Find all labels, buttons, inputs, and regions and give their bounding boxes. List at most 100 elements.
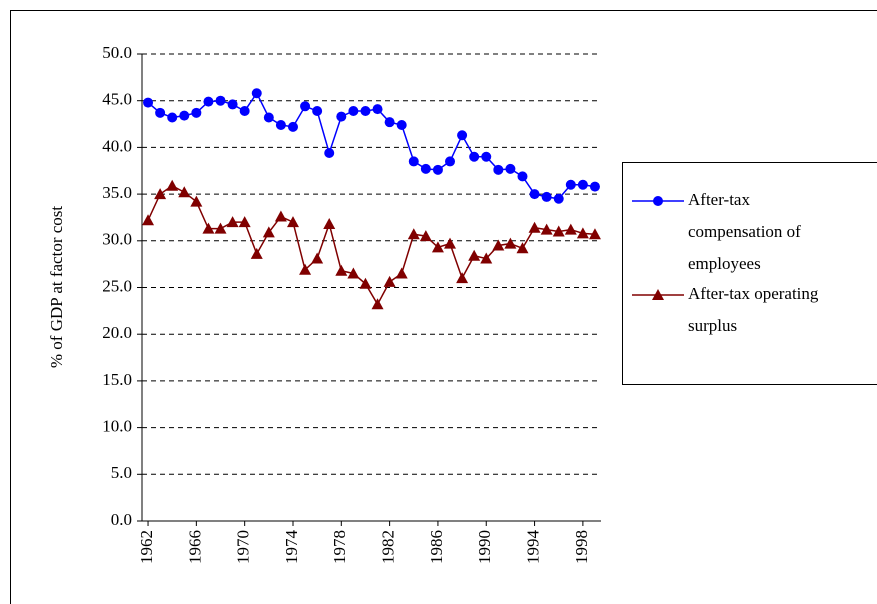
x-tick-label: 1962: [137, 530, 156, 564]
data-point: [407, 228, 420, 240]
data-point: [445, 156, 456, 167]
data-point: [540, 223, 553, 235]
legend-line-text: surplus: [688, 316, 737, 335]
data-point: [431, 241, 444, 253]
data-point: [528, 221, 541, 233]
data-point: [215, 95, 226, 106]
x-tick-label: 1974: [282, 530, 301, 565]
y-axis-label: % of GDP at factor cost: [47, 206, 66, 369]
data-point: [371, 298, 384, 310]
data-point: [250, 247, 263, 259]
data-point: [457, 130, 468, 141]
data-point: [493, 164, 504, 175]
data-point: [167, 112, 178, 123]
x-tick-label: 1994: [523, 530, 542, 565]
data-point: [312, 105, 323, 116]
data-point: [589, 181, 600, 192]
y-tick-label: 30.0: [102, 230, 132, 249]
x-tick-label: 1970: [234, 530, 253, 564]
data-point: [468, 249, 481, 261]
data-point: [444, 237, 457, 249]
legend-marker: [653, 196, 663, 206]
x-tick-label: 1978: [330, 530, 349, 564]
y-tick-label: 10.0: [102, 417, 132, 436]
data-point: [516, 242, 529, 254]
data-point: [324, 148, 335, 159]
data-point: [154, 188, 167, 200]
data-point: [359, 277, 372, 289]
data-point: [564, 223, 577, 235]
data-point: [529, 189, 540, 200]
data-point: [469, 151, 480, 162]
series-line: [147, 184, 596, 306]
data-point: [541, 191, 552, 202]
y-tick-label: 45.0: [102, 90, 132, 109]
data-point: [238, 216, 251, 228]
data-point: [347, 267, 360, 279]
data-point: [226, 216, 239, 228]
y-tick-label: 35.0: [102, 183, 132, 202]
data-point: [191, 107, 202, 118]
y-tick-label: 40.0: [102, 136, 132, 155]
data-point: [383, 275, 396, 287]
data-point: [588, 228, 601, 240]
legend: [622, 162, 877, 385]
data-point: [275, 119, 286, 130]
data-point: [286, 216, 299, 228]
legend-line-text: employees: [688, 254, 761, 273]
data-point: [299, 263, 312, 275]
legend-line-text: compensation of: [688, 222, 801, 241]
y-tick-label: 25.0: [102, 276, 132, 295]
data-point: [492, 239, 505, 251]
data-point: [360, 105, 371, 116]
y-tick-label: 20.0: [102, 323, 132, 342]
data-point: [384, 117, 395, 128]
data-point: [203, 96, 214, 107]
data-point: [420, 163, 431, 174]
data-point: [239, 105, 250, 116]
data-point: [263, 112, 274, 123]
y-tick-label: 5.0: [111, 463, 132, 482]
data-point: [155, 107, 166, 118]
y-tick-label: 15.0: [102, 370, 132, 389]
y-tick-label: 0.0: [111, 510, 132, 529]
data-point: [408, 156, 419, 167]
data-point: [552, 225, 565, 237]
data-point: [166, 179, 179, 191]
x-tick-label: 1986: [427, 530, 446, 564]
data-point: [348, 105, 359, 116]
data-point: [419, 230, 432, 242]
data-point: [336, 111, 347, 122]
data-point: [576, 227, 589, 239]
data-point: [504, 237, 517, 249]
data-point: [262, 226, 275, 238]
data-point: [553, 193, 564, 204]
x-tick-label: 1998: [572, 530, 591, 564]
data-point: [214, 222, 227, 234]
data-point: [311, 252, 324, 264]
data-point: [517, 171, 528, 182]
data-point: [178, 186, 191, 198]
data-point: [274, 210, 287, 222]
data-point: [456, 272, 469, 284]
legend-line-text: After-tax operating: [688, 284, 819, 303]
x-tick-label: 1990: [475, 530, 494, 564]
data-point: [142, 214, 155, 226]
data-point: [480, 252, 493, 264]
data-point: [396, 119, 407, 130]
legend-marker: [652, 289, 664, 300]
data-point: [143, 97, 154, 108]
data-point: [300, 101, 311, 112]
data-point: [432, 164, 443, 175]
data-point: [481, 151, 492, 162]
data-point: [372, 104, 383, 115]
x-tick-label: 1966: [185, 530, 204, 564]
data-point: [227, 99, 238, 110]
legend-label: After-tax compensation of employees: [688, 190, 801, 273]
x-tick-label: 1982: [379, 530, 398, 564]
data-point: [190, 195, 203, 207]
legend-line-text: After-tax: [688, 190, 750, 209]
data-point: [287, 121, 298, 132]
data-point: [335, 264, 348, 276]
data-point: [251, 88, 262, 99]
